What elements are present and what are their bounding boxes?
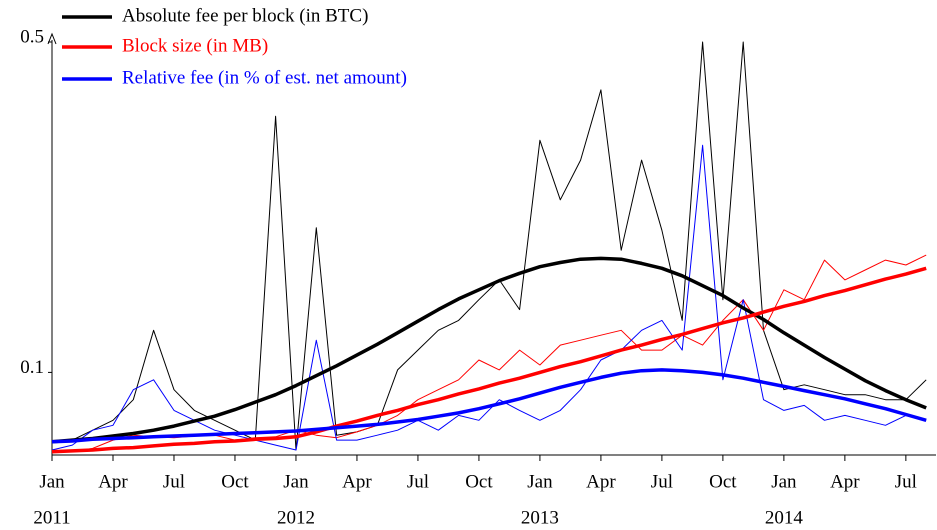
x-tick-label: Jan: [527, 471, 553, 492]
x-tick-label: Jan: [771, 471, 797, 492]
x-tick-label: Jan: [283, 471, 309, 492]
raw-line: [51, 144, 927, 451]
x-tick-label: Jul: [895, 471, 917, 492]
x-tick-label: Oct: [465, 471, 493, 492]
legend-label: Relative fee (in % of est. net amount): [122, 67, 407, 88]
x-tick-label: Oct: [709, 471, 737, 492]
y-axis-arrow: [47, 32, 57, 45]
y-tick-label: 0.1: [20, 357, 44, 378]
x-tick-label: Apr: [98, 471, 128, 492]
x-tick-label: Apr: [342, 471, 372, 492]
legend-label: Block size (in MB): [122, 35, 268, 56]
y-tick-label: 0.5: [20, 26, 44, 47]
x-tick-label: Oct: [221, 471, 249, 492]
x-year-label: 2013: [521, 507, 559, 528]
x-year-label: 2011: [33, 507, 70, 528]
x-tick-label: Jan: [39, 471, 65, 492]
trend-line: [51, 256, 927, 444]
x-tick-label: Jul: [651, 471, 673, 492]
raw-line: [51, 41, 927, 451]
legend-label: Absolute fee per block (in BTC): [122, 5, 368, 26]
x-tick-label: Jul: [163, 471, 185, 492]
x-tick-label: Apr: [830, 471, 860, 492]
trend-line: [51, 266, 927, 454]
x-tick-label: Apr: [586, 471, 616, 492]
x-tick-label: Jul: [407, 471, 429, 492]
x-year-label: 2014: [765, 507, 804, 528]
trend-line: [51, 368, 927, 444]
x-year-label: 2012: [277, 507, 315, 528]
